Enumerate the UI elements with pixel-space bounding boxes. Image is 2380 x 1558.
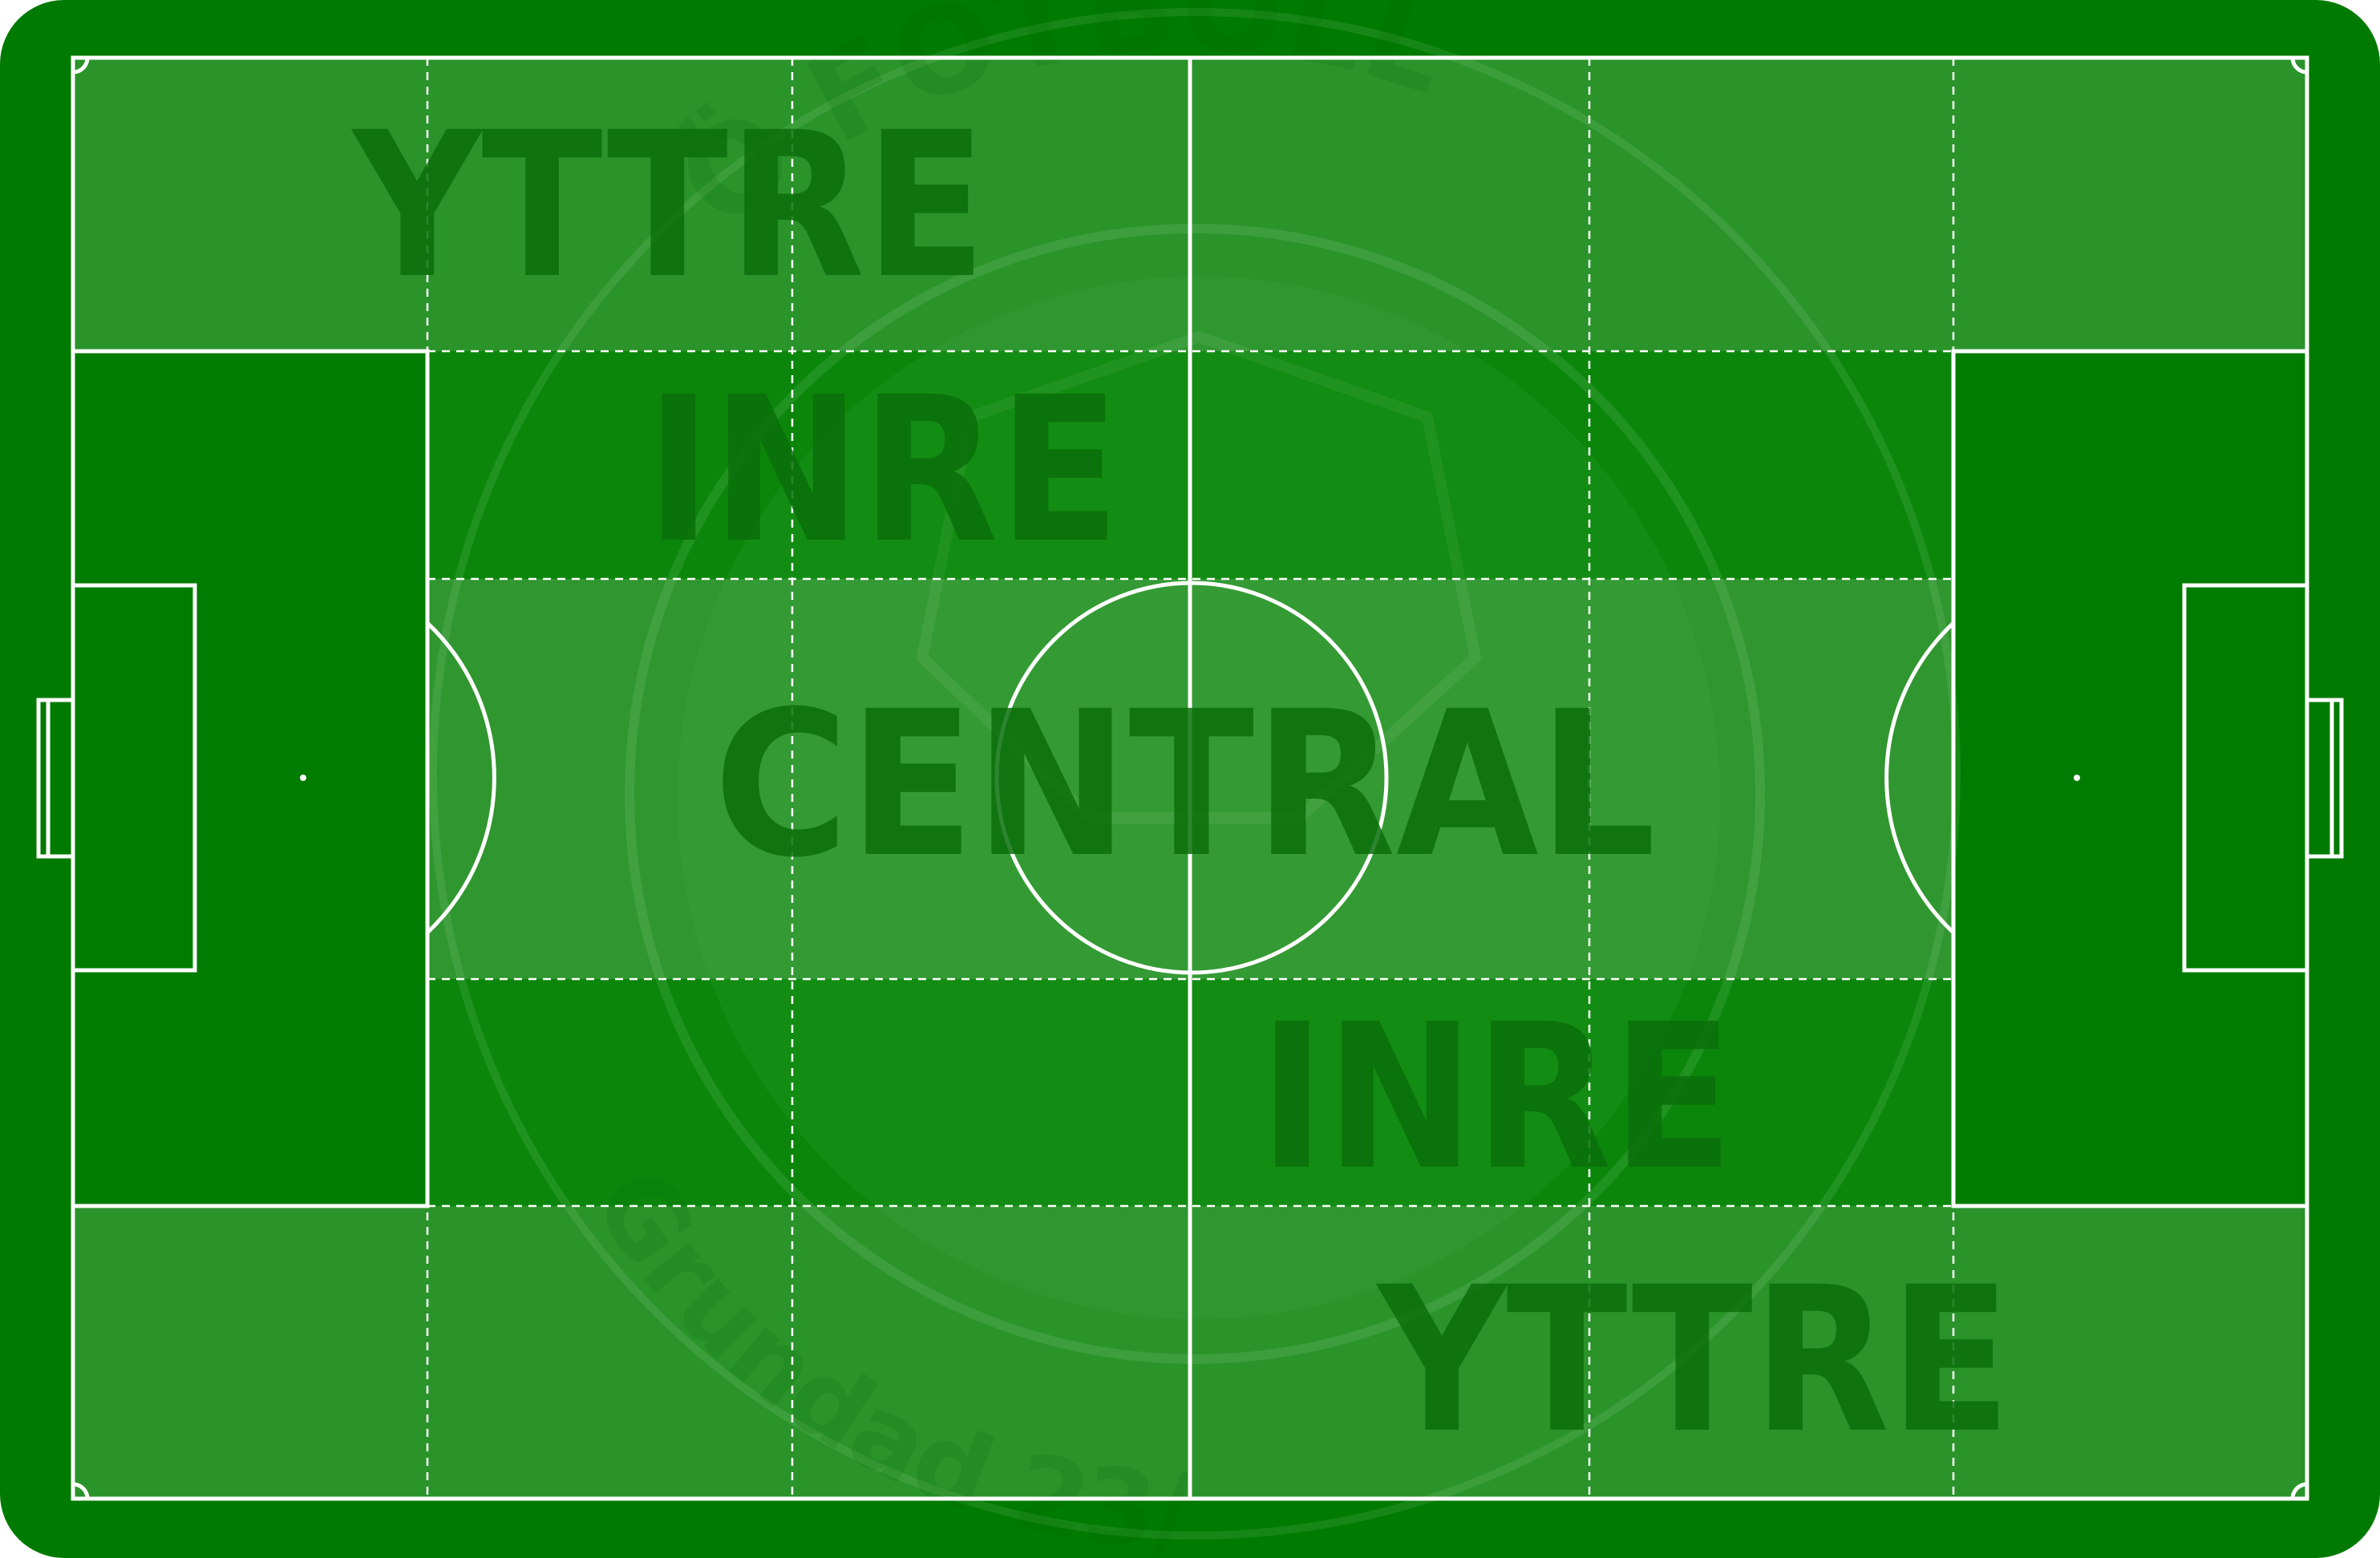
club-crest-watermark [429,8,1961,1540]
zone-labels: YTTRE INRE CENTRAL INRE YTTRE [350,89,2011,1477]
zone-label-top-inner: INRE [646,354,1120,587]
crest-inner-ring [625,224,1765,1364]
zone-label-top-outer: YTTRE [350,89,986,322]
crest-outer-ring [429,8,1961,1540]
left-penalty-area [74,351,427,1205]
corner-arc-bottom-left [72,1482,90,1499]
corner-arc-top-left [72,57,90,75]
left-penalty-arc [426,621,496,934]
left-goal [36,698,75,859]
right-goal [2305,698,2344,859]
dashed-zone-lines [426,58,1955,1499]
zone-label-bottom-inner: INRE [1259,981,1734,1214]
zone-label-bottom-outer: YTTRE [1375,1244,2011,1477]
right-penalty-spot [2074,775,2080,781]
zone-label-central: CENTRAL [714,668,1656,901]
corner-arc-bottom-right [2290,1482,2308,1499]
crest-ball [678,277,1720,1319]
right-penalty-area [1953,351,2306,1205]
left-penalty-spot [300,775,306,781]
corner-arc-top-right [2290,57,2308,75]
right-penalty-arc [1884,621,1955,934]
pitch-markings [36,55,2344,1501]
centre-circle [994,581,1389,975]
crest-hexagon [916,330,1482,824]
